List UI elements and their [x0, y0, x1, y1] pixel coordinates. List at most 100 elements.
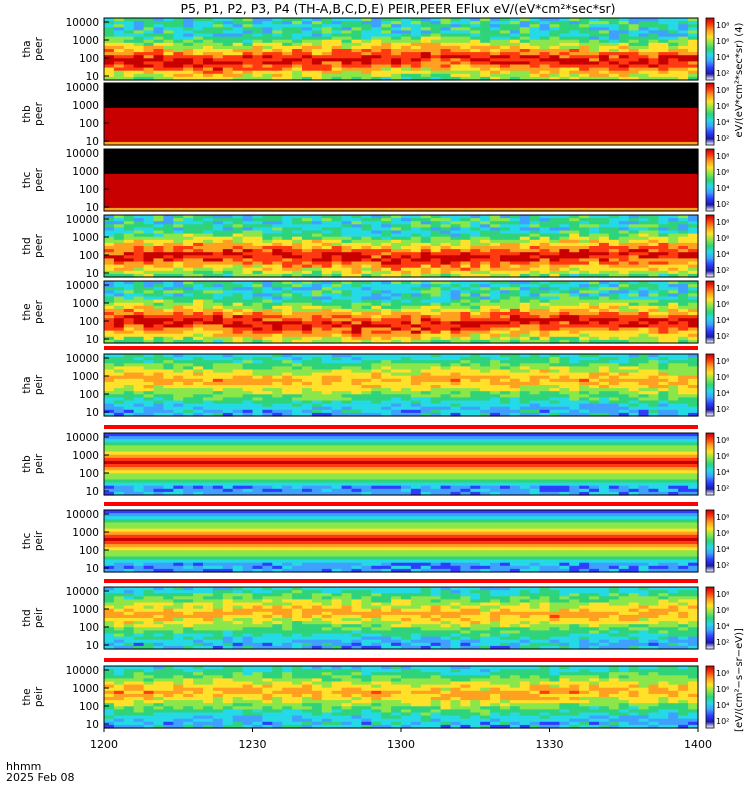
heat-cell: [549, 189, 560, 193]
heat-cell: [450, 170, 461, 175]
heat-cell: [331, 164, 343, 169]
heat-cell: [420, 58, 432, 62]
heat-cell: [262, 192, 273, 197]
heat-cell: [133, 249, 145, 253]
heat-cell: [292, 36, 303, 41]
heat-cell: [608, 36, 620, 41]
heat-cell: [321, 120, 333, 124]
heat-cell: [391, 180, 402, 184]
heat-cell: [351, 73, 362, 78]
y-tick-label: 10: [86, 136, 99, 148]
heat-cell: [519, 207, 531, 212]
heat-cell: [648, 164, 659, 169]
heat-cell: [599, 204, 610, 209]
heat-cell: [628, 58, 640, 62]
heat-cell: [104, 201, 115, 206]
heat-cell: [529, 76, 541, 81]
heat-cell: [341, 195, 353, 200]
heat-cell: [628, 198, 640, 203]
heat-cell: [589, 192, 600, 197]
heat-cell: [658, 30, 669, 35]
heat-cell: [311, 27, 323, 31]
heat-cell: [648, 135, 659, 140]
heat-cell: [599, 45, 610, 50]
heat-cell: [351, 42, 362, 47]
heat-cell: [470, 176, 481, 181]
heat-cell: [361, 114, 372, 118]
heat-cell: [638, 27, 650, 31]
heat-cell: [311, 45, 323, 50]
heat-cell: [113, 30, 125, 35]
heat-cell: [104, 73, 115, 78]
heat-cell: [658, 24, 669, 28]
heat-cell: [193, 104, 204, 109]
heat-cell: [321, 204, 333, 209]
heat-cell: [410, 30, 422, 35]
heat-cell: [539, 33, 551, 38]
heat-cell: [292, 42, 303, 47]
heat-cell: [222, 155, 234, 159]
heat-cell: [262, 70, 273, 75]
heat-cell: [618, 83, 630, 87]
heat-cell: [628, 73, 640, 78]
heat-cell: [401, 152, 412, 156]
heat-cell: [559, 149, 570, 153]
heat-cell: [658, 73, 669, 78]
heat-cell: [500, 36, 511, 41]
heat-cell: [430, 132, 442, 137]
heat-cell: [618, 120, 630, 124]
heat-cell: [311, 117, 323, 121]
heat-cell: [391, 92, 402, 96]
heat-cell: [668, 189, 679, 193]
heat-cell: [410, 201, 422, 206]
heat-cell: [460, 89, 471, 93]
heat-cell: [658, 170, 669, 175]
heat-cell: [410, 189, 422, 193]
heat-cell: [420, 42, 432, 47]
heat-cell: [430, 170, 442, 175]
heat-cell: [519, 170, 531, 175]
heat-cell: [648, 101, 659, 106]
colorbar-tick-label: 10⁴: [716, 53, 729, 62]
heat-cell: [579, 39, 590, 44]
heat-cell: [183, 207, 194, 212]
heat-cell: [193, 42, 204, 47]
heat-cell: [658, 155, 669, 159]
heat-cell: [133, 21, 145, 25]
heat-cell: [569, 120, 580, 124]
heat-cell: [628, 158, 640, 162]
heat-cell: [688, 207, 699, 212]
heat-cell: [212, 141, 224, 146]
heat-cell: [480, 176, 491, 181]
heat-cell: [361, 76, 372, 81]
heat-cell: [133, 224, 145, 228]
heat-cell: [331, 33, 343, 38]
heat-cell: [668, 55, 679, 59]
heat-cell: [500, 135, 511, 140]
heat-cell: [519, 152, 531, 156]
heat-cell: [153, 201, 164, 206]
heat-cell: [450, 36, 461, 41]
heat-cell: [460, 126, 471, 131]
heat-cell: [143, 33, 155, 38]
heat-cell: [183, 126, 194, 131]
heat-cell: [480, 18, 491, 22]
colorbar-tick-label: 10⁶: [716, 168, 729, 177]
heat-cell: [104, 52, 115, 56]
heat-cell: [668, 36, 679, 41]
heat-cell: [410, 76, 422, 81]
heat-cell: [628, 173, 640, 178]
heat-cell: [133, 239, 145, 244]
heat-cell: [123, 267, 135, 272]
heat-cell: [331, 204, 343, 209]
heat-cell: [490, 101, 501, 106]
heat-cell: [460, 120, 471, 124]
heat-cell: [668, 207, 679, 212]
heat-cell: [133, 183, 145, 187]
heat-cell: [539, 49, 551, 53]
heat-cell: [648, 180, 659, 184]
heat-cell: [450, 176, 461, 181]
heat-cell: [688, 42, 699, 47]
heat-cell: [143, 261, 155, 266]
heat-cell: [173, 180, 184, 184]
